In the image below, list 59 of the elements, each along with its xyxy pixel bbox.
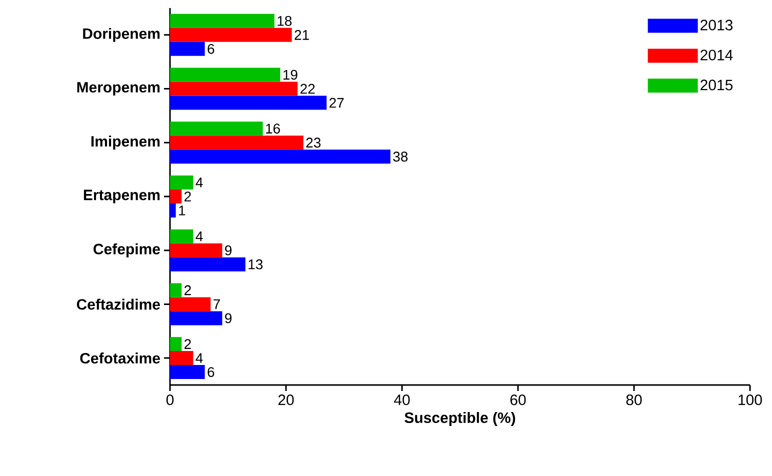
data-label: 27	[330, 98, 344, 108]
x-tick-label: 0	[166, 394, 174, 406]
y-tick-label: Meropenem	[77, 82, 160, 96]
bar	[170, 175, 194, 190]
bar	[170, 297, 211, 312]
data-label: 9	[225, 313, 232, 324]
y-tick-label: Imipenem	[91, 136, 160, 150]
bar	[170, 28, 292, 42]
x-axis-title: Susceptible (%)	[404, 412, 516, 426]
x-tick-label: 40	[394, 394, 410, 406]
bar	[170, 257, 246, 272]
bar	[170, 82, 298, 96]
bar	[170, 68, 280, 82]
data-label: 22	[300, 84, 315, 94]
data-label: 1	[179, 206, 186, 216]
y-tick-label: Cefepime	[94, 243, 160, 258]
bar	[170, 189, 182, 204]
bar	[170, 229, 194, 244]
data-label: 7	[214, 299, 220, 310]
bar	[170, 283, 182, 298]
data-label: 21	[294, 30, 309, 40]
bar	[170, 351, 194, 366]
data-label: 18	[278, 16, 292, 26]
legend-label: 2013	[700, 20, 733, 30]
data-label: 13	[248, 259, 263, 270]
bar	[170, 42, 205, 56]
bar	[170, 150, 390, 164]
data-label: 6	[208, 367, 214, 378]
bar	[170, 203, 176, 218]
bar	[170, 136, 304, 150]
data-label: 4	[196, 353, 203, 363]
data-label: 2	[184, 285, 191, 296]
y-tick-label: Doripenem	[83, 28, 160, 42]
y-tick-label: Ceftazidime	[76, 298, 160, 310]
data-label: 19	[283, 70, 298, 80]
bar	[170, 365, 205, 380]
y-tick-label: Ertapenem	[84, 190, 160, 204]
data-label: 9	[225, 245, 232, 256]
y-tick-label: Cefotaxime	[80, 352, 160, 364]
data-label: 23	[306, 138, 321, 148]
data-label: 16	[266, 124, 280, 134]
x-tick-label: 100	[738, 394, 762, 406]
x-tick-label: 80	[626, 394, 642, 406]
legend-label: 2014	[700, 50, 733, 60]
bar	[170, 96, 327, 110]
data-label: 2	[184, 192, 191, 202]
bar	[170, 14, 274, 28]
data-label: 6	[208, 44, 214, 54]
x-tick-label: 20	[278, 394, 294, 406]
x-tick-label: 60	[510, 394, 526, 406]
legend-label: 2015	[700, 80, 733, 90]
bar	[170, 243, 222, 258]
bar	[170, 337, 182, 352]
bar	[170, 311, 222, 326]
data-label: 4	[196, 178, 203, 188]
data-label: 2	[184, 339, 191, 349]
bar	[170, 122, 263, 136]
data-label: 38	[393, 152, 408, 162]
data-label: 4	[196, 232, 203, 242]
